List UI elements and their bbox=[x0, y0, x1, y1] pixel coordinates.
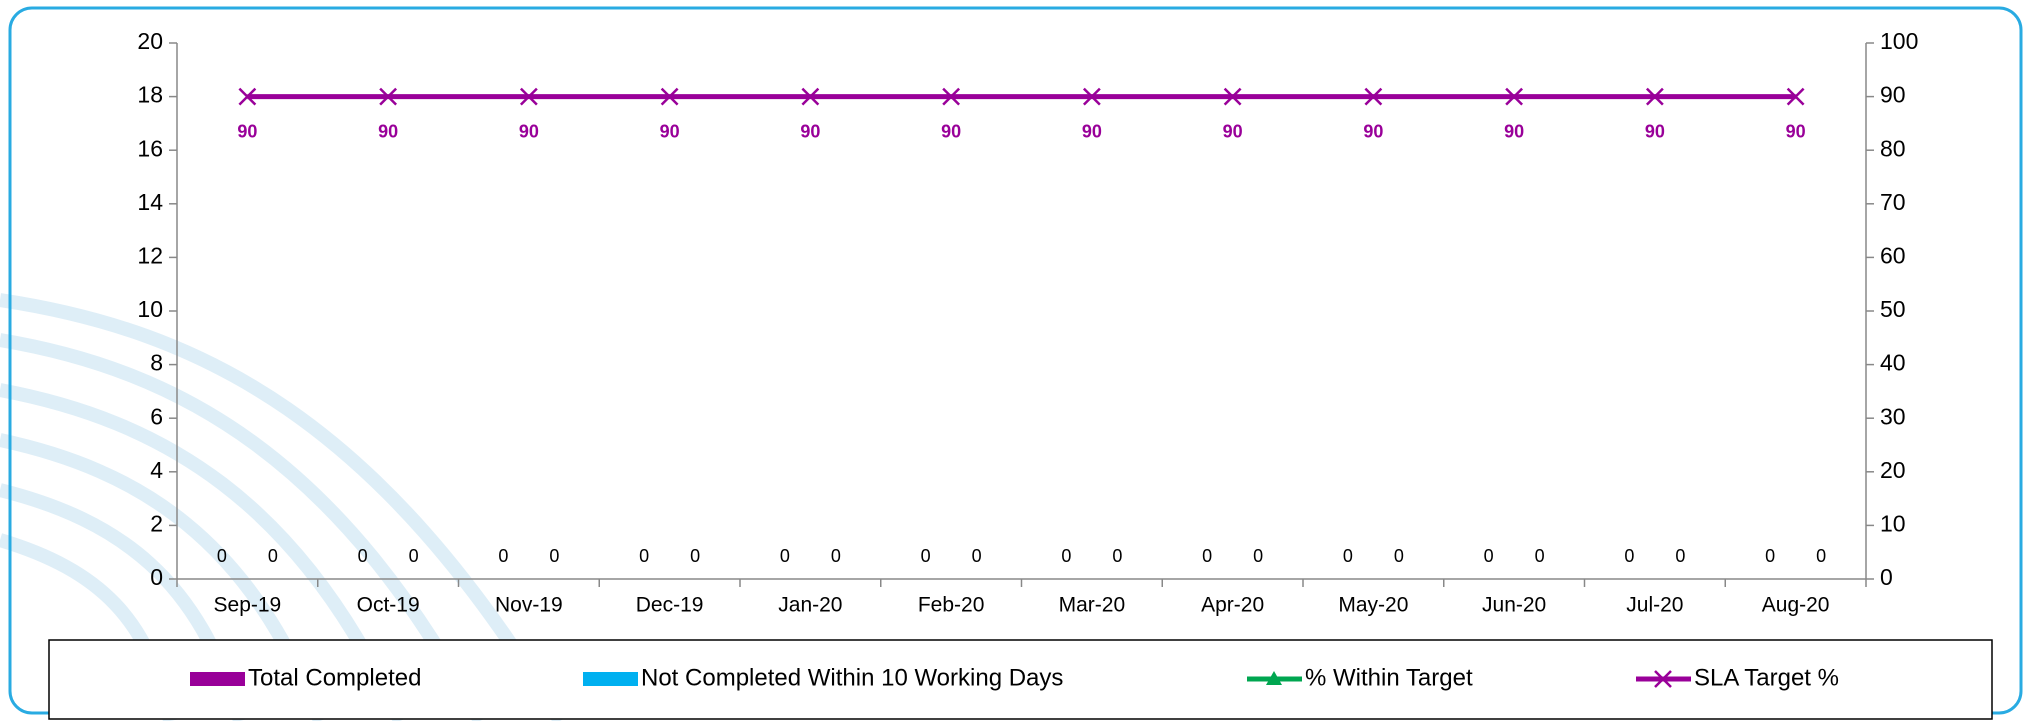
y-tick-label: 20 bbox=[137, 28, 163, 54]
data-label: 90 bbox=[1082, 121, 1102, 141]
x-tick-label: Jan-20 bbox=[778, 594, 842, 617]
data-label: 0 bbox=[358, 546, 368, 566]
legend-label: % Within Target bbox=[1305, 664, 1473, 691]
data-label: 90 bbox=[1363, 121, 1383, 141]
x-tick-label: Mar-20 bbox=[1059, 594, 1126, 617]
data-label: 0 bbox=[1343, 546, 1353, 566]
legend-label: Total Completed bbox=[248, 664, 421, 691]
data-label: 0 bbox=[831, 546, 841, 566]
legend-label: SLA Target % bbox=[1694, 664, 1839, 691]
y-tick-label: 14 bbox=[137, 189, 163, 215]
y2-tick-label: 70 bbox=[1880, 189, 1906, 215]
y-tick-label: 6 bbox=[150, 403, 163, 429]
y-tick-label: 18 bbox=[137, 82, 163, 108]
y2-tick-label: 20 bbox=[1880, 457, 1906, 483]
data-label: 0 bbox=[268, 546, 278, 566]
legend-swatch bbox=[583, 672, 638, 686]
data-label: 90 bbox=[800, 121, 820, 141]
data-label: 0 bbox=[1535, 546, 1545, 566]
data-label: 90 bbox=[1786, 121, 1806, 141]
y2-tick-label: 40 bbox=[1880, 350, 1906, 376]
x-tick-label: Jul-20 bbox=[1626, 594, 1683, 617]
x-tick-label: Jun-20 bbox=[1482, 594, 1546, 617]
data-label: 0 bbox=[1675, 546, 1685, 566]
data-label: 0 bbox=[217, 546, 227, 566]
data-label: 0 bbox=[972, 546, 982, 566]
data-label: 0 bbox=[1202, 546, 1212, 566]
data-label: 0 bbox=[690, 546, 700, 566]
data-label: 90 bbox=[1504, 121, 1524, 141]
data-label: 0 bbox=[498, 546, 508, 566]
data-label: 90 bbox=[1645, 121, 1665, 141]
y2-tick-label: 80 bbox=[1880, 135, 1906, 161]
legend-swatch bbox=[190, 672, 245, 686]
y2-tick-label: 100 bbox=[1880, 28, 1918, 54]
y2-tick-label: 0 bbox=[1880, 564, 1893, 590]
data-label: 90 bbox=[237, 121, 257, 141]
data-label: 0 bbox=[1112, 546, 1122, 566]
frame bbox=[10, 8, 2021, 713]
data-label: 90 bbox=[519, 121, 539, 141]
x-tick-label: Dec-19 bbox=[636, 594, 704, 617]
y2-tick-label: 30 bbox=[1880, 403, 1906, 429]
data-label: 0 bbox=[549, 546, 559, 566]
y-tick-label: 2 bbox=[150, 510, 163, 536]
y-tick-label: 8 bbox=[150, 350, 163, 376]
data-label: 0 bbox=[639, 546, 649, 566]
data-label: 0 bbox=[921, 546, 931, 566]
y-tick-label: 4 bbox=[150, 457, 163, 483]
y2-tick-label: 50 bbox=[1880, 296, 1906, 322]
data-label: 90 bbox=[378, 121, 398, 141]
x-tick-label: Oct-19 bbox=[357, 594, 420, 617]
y-tick-label: 16 bbox=[137, 135, 163, 161]
x-tick-label: Apr-20 bbox=[1201, 594, 1264, 617]
data-label: 90 bbox=[1223, 121, 1243, 141]
data-label: 0 bbox=[1816, 546, 1826, 566]
x-tick-label: Sep-19 bbox=[214, 594, 282, 617]
data-label: 0 bbox=[409, 546, 419, 566]
data-label: 0 bbox=[1765, 546, 1775, 566]
data-label: 0 bbox=[1394, 546, 1404, 566]
x-tick-label: Nov-19 bbox=[495, 594, 563, 617]
y-tick-label: 12 bbox=[137, 242, 163, 268]
y-tick-label: 10 bbox=[137, 296, 163, 322]
x-tick-label: May-20 bbox=[1338, 594, 1408, 617]
x-tick-label: Feb-20 bbox=[918, 594, 985, 617]
y-tick-label: 0 bbox=[150, 564, 163, 590]
x-tick-label: Aug-20 bbox=[1762, 594, 1830, 617]
y2-tick-label: 10 bbox=[1880, 510, 1906, 536]
data-label: 0 bbox=[1484, 546, 1494, 566]
data-label: 0 bbox=[1624, 546, 1634, 566]
data-label: 90 bbox=[660, 121, 680, 141]
chart: 0 2 4 6 8 10 12 14 16 18 20 0 10 20 30 40 50 60 70 80 90 100 S… bbox=[0, 0, 2031, 721]
data-label: 0 bbox=[1061, 546, 1071, 566]
y2-tick-label: 60 bbox=[1880, 242, 1906, 268]
data-label: 0 bbox=[1253, 546, 1263, 566]
data-label: 0 bbox=[780, 546, 790, 566]
y2-tick-label: 90 bbox=[1880, 82, 1906, 108]
data-label: 90 bbox=[941, 121, 961, 141]
legend-label: Not Completed Within 10 Working Days bbox=[641, 664, 1063, 691]
